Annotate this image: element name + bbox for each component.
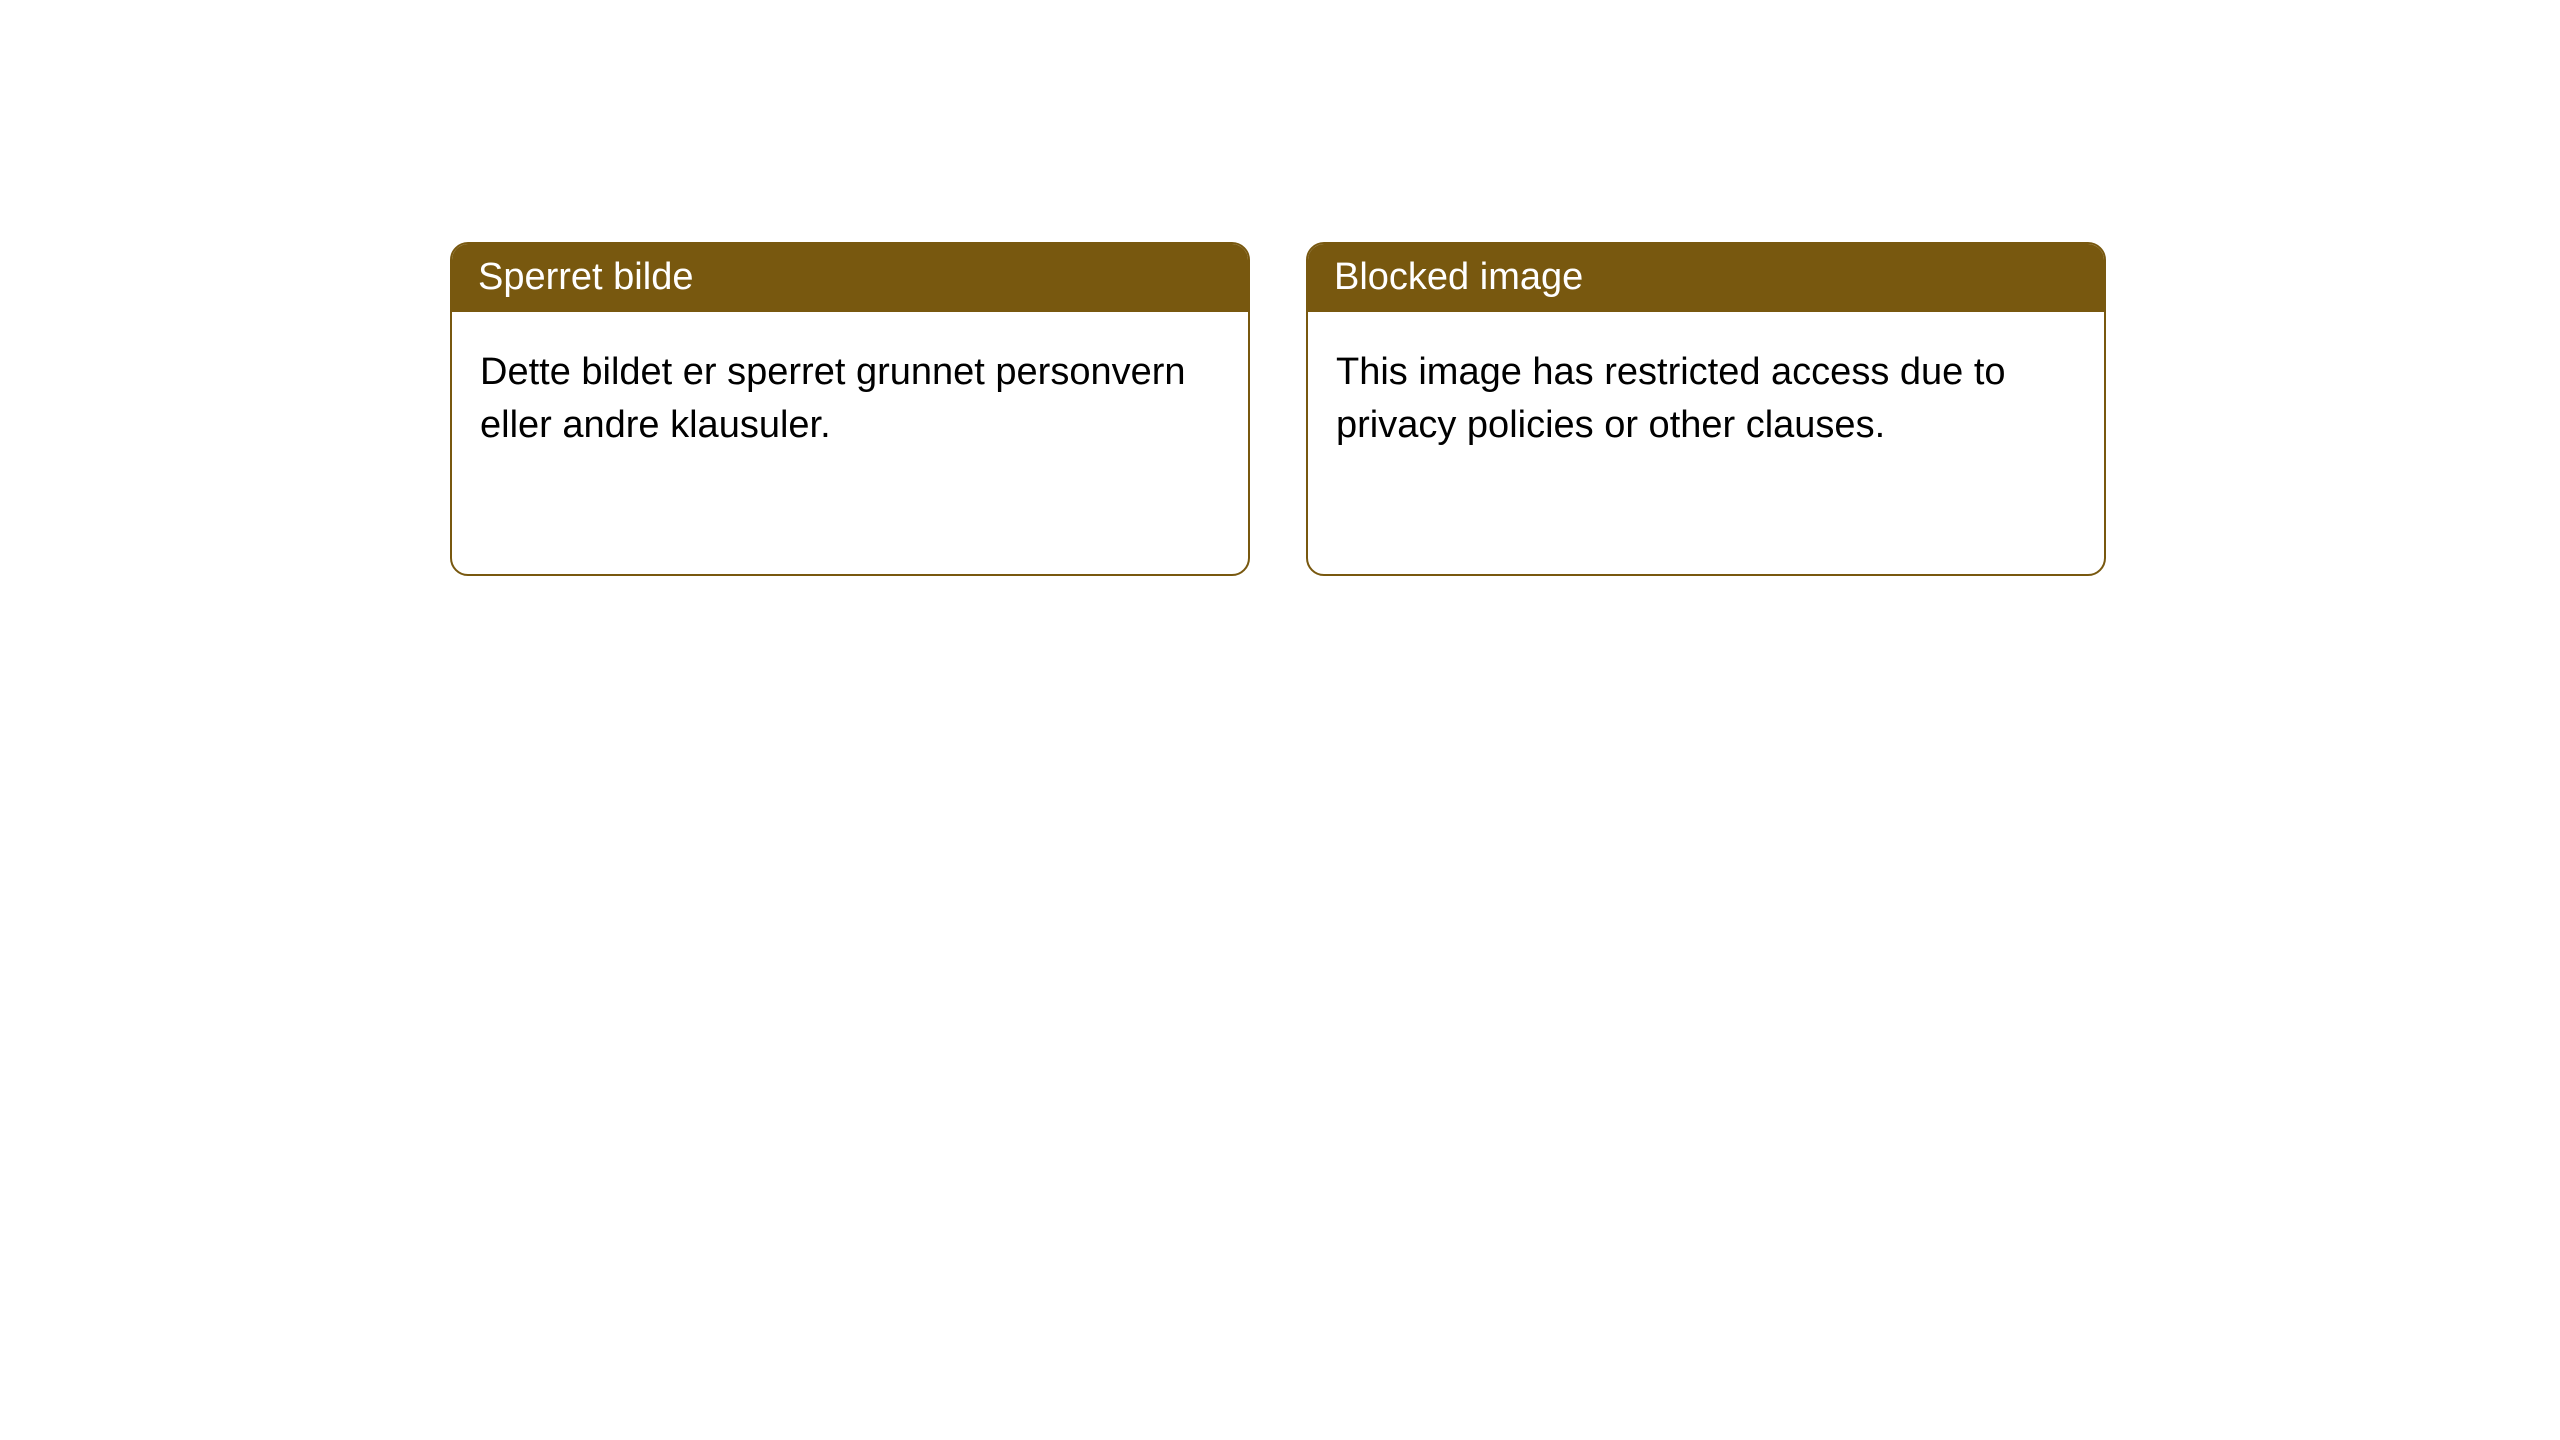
blocked-image-card-no: Sperret bilde Dette bildet er sperret gr… [450,242,1250,576]
blocked-image-card-en: Blocked image This image has restricted … [1306,242,2106,576]
card-body-text: This image has restricted access due to … [1308,312,2104,479]
card-header: Sperret bilde [452,244,1248,312]
card-body-text: Dette bildet er sperret grunnet personve… [452,312,1248,479]
notice-cards-row: Sperret bilde Dette bildet er sperret gr… [450,242,2106,576]
card-header: Blocked image [1308,244,2104,312]
